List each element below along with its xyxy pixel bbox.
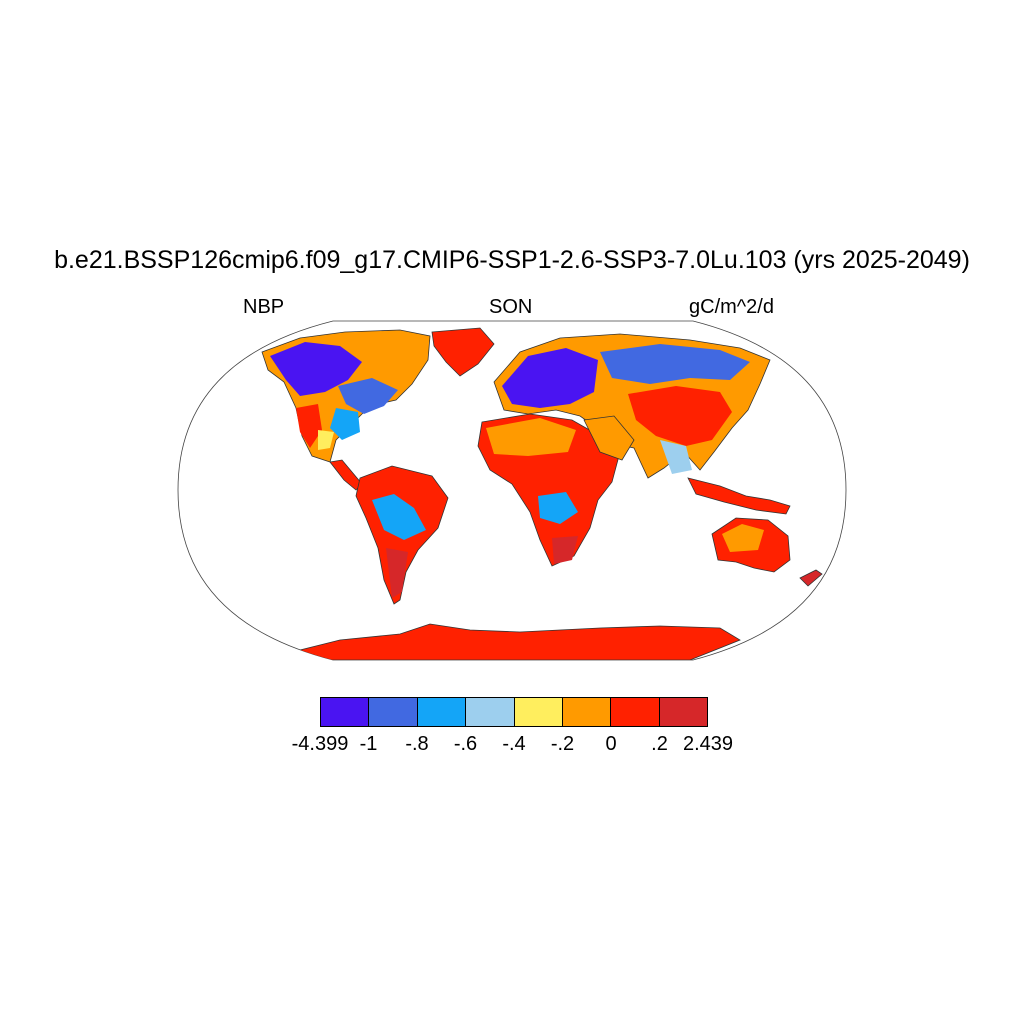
africa-dark-red-south [552,536,578,564]
colorbar [320,697,708,727]
greenland [431,327,495,377]
colorbar-swatch-6 [610,697,660,727]
europe-blue [502,348,598,408]
map-title: b.e21.BSSP126cmip6.f09_g17.CMIP6-SSP1-2.… [54,246,970,274]
na-cyan-east [330,408,360,440]
na-yellow-band [318,430,334,450]
colorbar-swatch-7 [658,697,708,727]
africa-blue-center [538,492,578,524]
africa-orange-north [486,418,576,456]
sa-dark-red-south [386,548,408,598]
colorbar-tick-label: 0 [605,733,617,755]
australia-orange [722,524,764,552]
colorbar-tick-label: -.2 [550,733,575,755]
colorbar-tick-label: 2.439 [682,733,734,755]
colorbar-swatch-4 [513,697,563,727]
colorbar-tick-label: -.4 [502,733,526,755]
colorbar-tick-label: -.8 [405,733,429,755]
colorbar-tick-labels: -4.399 -1 -.8 -.6 -.4 -.2 0 .2 2.439 [0,733,1024,759]
na-red-west [296,404,322,448]
siberia-blue [600,344,750,384]
colorbar-tick-label: -.6 [453,733,478,755]
central-asia-red [628,386,732,446]
colorbar-tick-label: -4.399 [291,733,349,755]
colorbar-swatch-2 [416,697,467,727]
asia-cyan [660,440,692,474]
colorbar-swatch-3 [465,697,515,727]
variable-label: NBP [243,296,285,318]
arabia [583,415,635,461]
antarctica [298,623,741,660]
na-blue-east [338,378,398,414]
sa-blue-patch [372,494,426,540]
colorbar-swatch-1 [368,697,418,727]
southeast-asia [687,477,791,515]
season-label: SON [489,296,533,318]
na-blue-north [270,342,362,396]
colorbar-tick-label: -1 [359,733,378,755]
colorbar-tick-label: .2 [651,733,668,755]
units-label: gC/m^2/d [689,296,774,318]
colorbar-swatch-0 [320,697,370,727]
colorbar-swatch-5 [561,697,612,727]
new-zealand [799,569,823,587]
